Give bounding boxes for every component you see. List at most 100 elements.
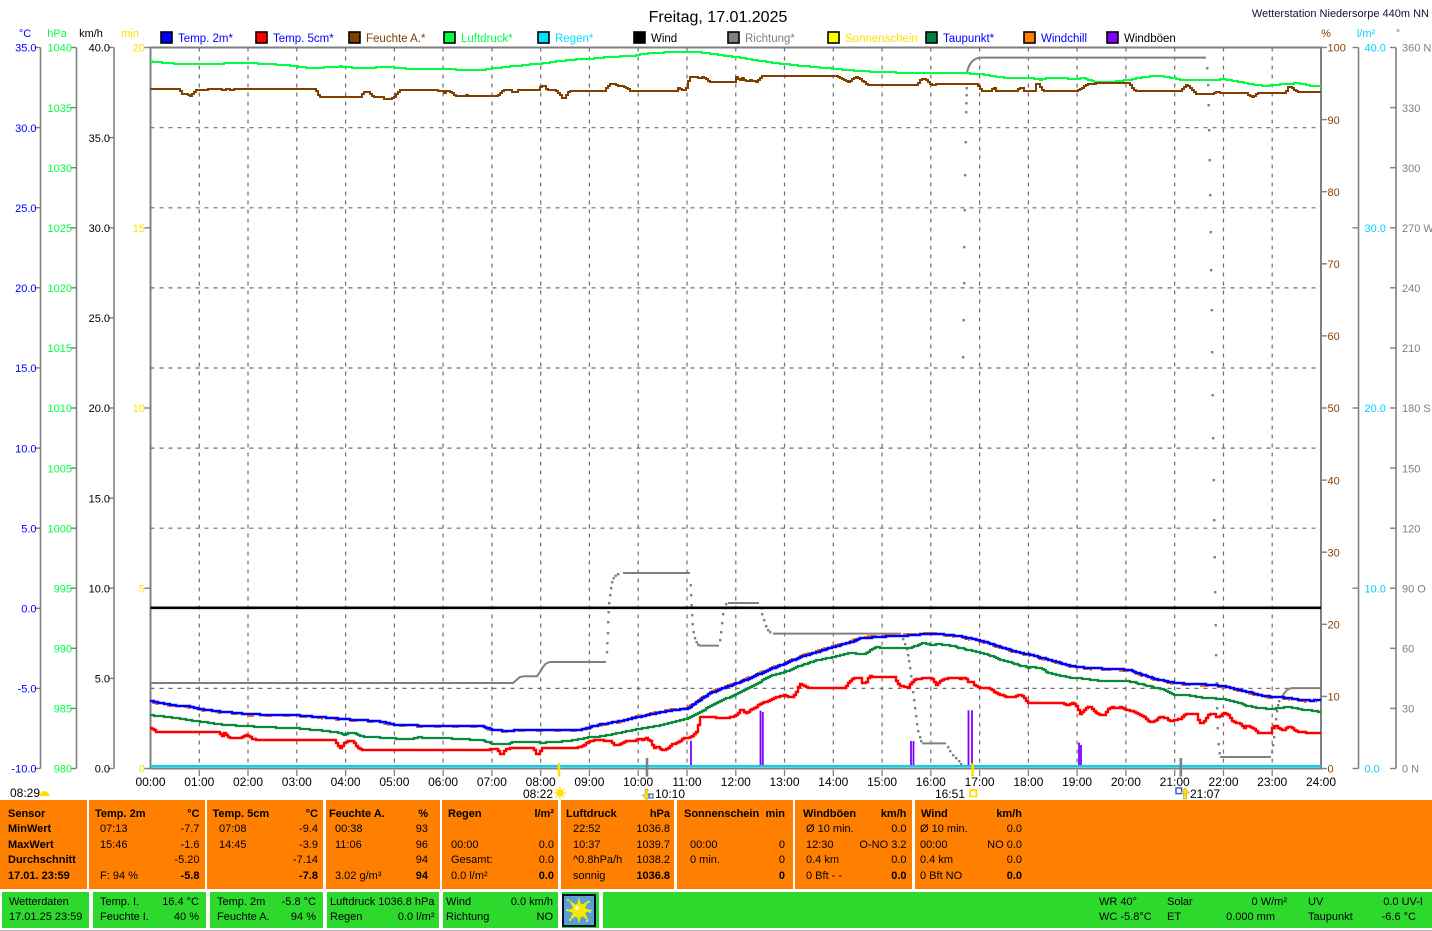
- svg-text:15:00: 15:00: [867, 775, 897, 789]
- svg-text:330: 330: [1402, 103, 1420, 115]
- svg-text:0.0: 0.0: [21, 604, 36, 616]
- svg-text:Richtung*: Richtung*: [745, 33, 795, 45]
- svg-text:01:00: 01:00: [184, 775, 214, 789]
- svg-text:l/m²: l/m²: [1357, 28, 1376, 40]
- svg-text:1035: 1035: [48, 103, 72, 115]
- svg-text:80: 80: [1328, 187, 1340, 199]
- svg-text:150: 150: [1402, 463, 1420, 475]
- svg-text:1015: 1015: [48, 343, 72, 355]
- svg-text:25.0: 25.0: [15, 203, 36, 215]
- svg-text:50: 50: [1328, 403, 1340, 415]
- svg-text:17:00: 17:00: [965, 775, 995, 789]
- svg-text:20: 20: [133, 43, 145, 55]
- svg-text:15.0: 15.0: [15, 363, 36, 375]
- svg-text:270 W: 270 W: [1402, 223, 1432, 235]
- svg-text:24:00: 24:00: [1306, 775, 1336, 789]
- svg-text:0 N: 0 N: [1402, 764, 1419, 776]
- svg-text:90: 90: [1328, 115, 1340, 127]
- svg-text:Feuchte A.*: Feuchte A.*: [366, 33, 426, 45]
- svg-text:07:00: 07:00: [477, 775, 507, 789]
- svg-text:40: 40: [1328, 475, 1340, 487]
- svg-text:03:00: 03:00: [282, 775, 312, 789]
- svg-text:12:00: 12:00: [721, 775, 751, 789]
- svg-text:16:00: 16:00: [916, 775, 946, 789]
- svg-text:hPa: hPa: [47, 28, 67, 40]
- svg-text:100: 100: [1328, 43, 1346, 55]
- svg-text:Regen*: Regen*: [555, 33, 594, 45]
- svg-text:5.0: 5.0: [95, 674, 110, 686]
- svg-text:990: 990: [54, 644, 72, 656]
- svg-text:30.0: 30.0: [1365, 223, 1386, 235]
- svg-text:21:07: 21:07: [1190, 787, 1220, 800]
- svg-text:30: 30: [1402, 704, 1414, 716]
- svg-text:Wind: Wind: [651, 33, 677, 45]
- svg-text:10.0: 10.0: [1365, 584, 1386, 596]
- svg-text:20: 20: [1328, 620, 1340, 632]
- svg-text:20:00: 20:00: [1111, 775, 1141, 789]
- svg-text:Windböen: Windböen: [1124, 33, 1176, 45]
- svg-text:1030: 1030: [48, 163, 72, 175]
- svg-text:08:29: 08:29: [10, 786, 40, 800]
- svg-text:%: %: [1321, 28, 1331, 40]
- svg-text:10.0: 10.0: [15, 443, 36, 455]
- svg-text:5.0: 5.0: [21, 523, 36, 535]
- svg-text:35.0: 35.0: [15, 43, 36, 55]
- svg-text:Freitag, 17.01.2025: Freitag, 17.01.2025: [649, 9, 788, 26]
- svg-text:04:00: 04:00: [331, 775, 361, 789]
- svg-text:70: 70: [1328, 259, 1340, 271]
- svg-text:19:00: 19:00: [1062, 775, 1092, 789]
- svg-text:Temp. 2m*: Temp. 2m*: [178, 33, 233, 45]
- svg-text:20.0: 20.0: [15, 283, 36, 295]
- svg-text:13:00: 13:00: [769, 775, 799, 789]
- svg-text:120: 120: [1402, 523, 1420, 535]
- svg-text:1010: 1010: [48, 403, 72, 415]
- svg-text:10: 10: [1328, 692, 1340, 704]
- svg-text:40.0: 40.0: [1365, 43, 1386, 55]
- svg-text:0: 0: [1328, 764, 1334, 776]
- svg-text:Wetterstation Niedersorpe 440m: Wetterstation Niedersorpe 440m NN: [1252, 8, 1429, 20]
- svg-text:985: 985: [54, 704, 72, 716]
- svg-text:25.0: 25.0: [89, 313, 110, 325]
- svg-text:1000: 1000: [48, 523, 72, 535]
- svg-text:210: 210: [1402, 343, 1420, 355]
- svg-text:10: 10: [133, 403, 145, 415]
- svg-text:16:51: 16:51: [935, 787, 965, 800]
- svg-text:90 O: 90 O: [1402, 584, 1426, 596]
- svg-text:0.0: 0.0: [95, 764, 110, 776]
- svg-text:5: 5: [139, 584, 145, 596]
- svg-text:09:00: 09:00: [574, 775, 604, 789]
- svg-text:60: 60: [1328, 331, 1340, 343]
- svg-text:20.0: 20.0: [89, 403, 110, 415]
- svg-text:18:00: 18:00: [1013, 775, 1043, 789]
- svg-text:980: 980: [54, 764, 72, 776]
- svg-text:30.0: 30.0: [89, 223, 110, 235]
- svg-text:1020: 1020: [48, 283, 72, 295]
- svg-text:995: 995: [54, 584, 72, 596]
- svg-text:60: 60: [1402, 644, 1414, 656]
- svg-text:240: 240: [1402, 283, 1420, 295]
- svg-text:10.0: 10.0: [89, 584, 110, 596]
- svg-text:10:00: 10:00: [623, 775, 653, 789]
- svg-text:300: 300: [1402, 163, 1420, 175]
- svg-text:Sonnenschein: Sonnenschein: [845, 33, 918, 45]
- svg-text:06:00: 06:00: [428, 775, 458, 789]
- svg-text:15.0: 15.0: [89, 493, 110, 505]
- svg-text:Luftdruck*: Luftdruck*: [461, 33, 513, 45]
- svg-text:Taupunkt*: Taupunkt*: [943, 33, 995, 45]
- svg-text:min: min: [121, 28, 139, 40]
- svg-text:40.0: 40.0: [89, 43, 110, 55]
- svg-text:08:22: 08:22: [523, 787, 553, 800]
- svg-text:Temp. 5cm*: Temp. 5cm*: [273, 33, 334, 45]
- svg-text:°: °: [1396, 28, 1400, 40]
- svg-text:30: 30: [1328, 547, 1340, 559]
- svg-text:05:00: 05:00: [379, 775, 409, 789]
- svg-text:1005: 1005: [48, 463, 72, 475]
- svg-text:0.0: 0.0: [1365, 764, 1380, 776]
- svg-text:Windchill: Windchill: [1041, 33, 1087, 45]
- svg-text:180 S: 180 S: [1402, 403, 1431, 415]
- svg-text:-10.0: -10.0: [11, 764, 36, 776]
- svg-text:35.0: 35.0: [89, 133, 110, 145]
- svg-text:23:00: 23:00: [1257, 775, 1287, 789]
- svg-text:°C: °C: [19, 28, 31, 40]
- svg-text:360 N: 360 N: [1402, 43, 1431, 55]
